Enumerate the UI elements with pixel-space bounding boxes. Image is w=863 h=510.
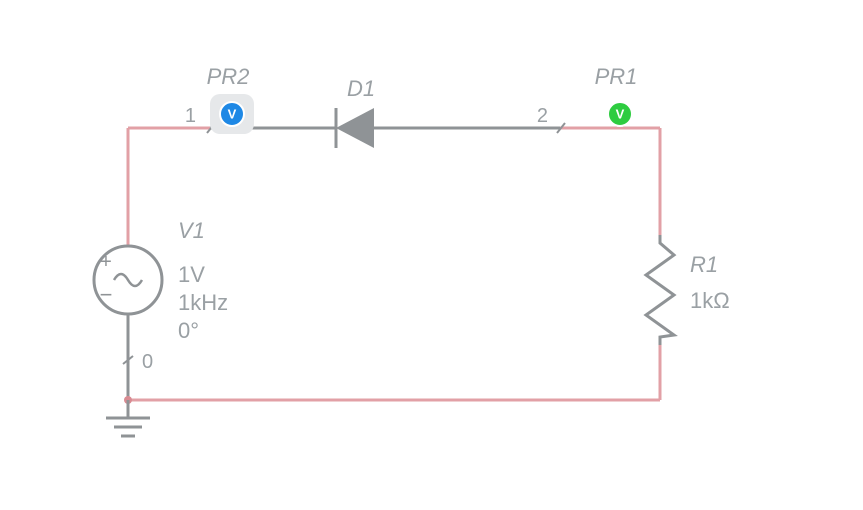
resistor-zigzag xyxy=(646,235,674,345)
resistor-name: R1 xyxy=(690,252,718,277)
probe-pr1[interactable]: V xyxy=(608,102,632,126)
node-1-label: 1 xyxy=(185,105,196,127)
ground-symbol xyxy=(106,400,150,436)
source-amplitude: 1V xyxy=(178,262,205,287)
source-name: V1 xyxy=(178,218,205,243)
source-frequency: 1kHz xyxy=(178,290,228,315)
probe-pr2[interactable]: V xyxy=(210,94,254,134)
resistor-value: 1kΩ xyxy=(690,288,730,313)
source-plus: + xyxy=(100,251,112,273)
source-minus: − xyxy=(100,282,113,307)
node-0-label: 0 xyxy=(142,351,153,373)
diode[interactable] xyxy=(310,108,400,148)
probe-glyph: V xyxy=(616,107,625,122)
probe-pr2-label: PR2 xyxy=(207,64,250,89)
probe-glyph: V xyxy=(228,107,237,122)
diode-triangle xyxy=(336,108,374,148)
source-phase: 0° xyxy=(178,318,199,343)
diode-name: D1 xyxy=(347,76,375,101)
node-2-label: 2 xyxy=(537,105,548,127)
circuit-schematic: + − V1 1V 1kHz 0° D1 R1 1kΩ 1 2 0 V PR2 V PR1 xyxy=(0,0,863,510)
probe-pr1-label: PR1 xyxy=(595,64,638,89)
resistor[interactable] xyxy=(646,235,674,345)
